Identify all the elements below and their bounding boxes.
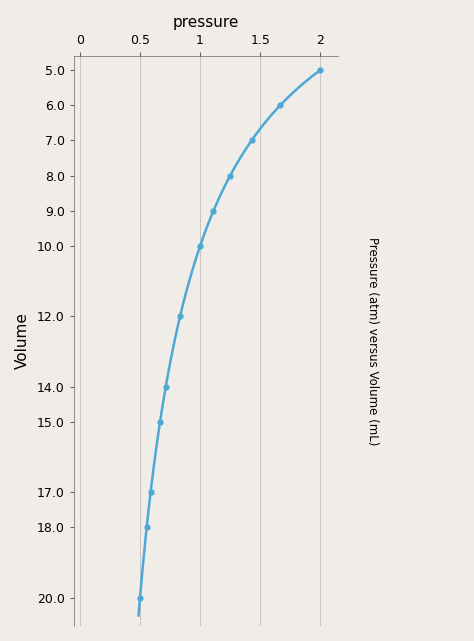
Text: Pressure (atm) versus Volume (mL): Pressure (atm) versus Volume (mL)	[366, 237, 379, 445]
X-axis label: pressure: pressure	[173, 15, 239, 30]
Y-axis label: Volume: Volume	[15, 313, 30, 369]
